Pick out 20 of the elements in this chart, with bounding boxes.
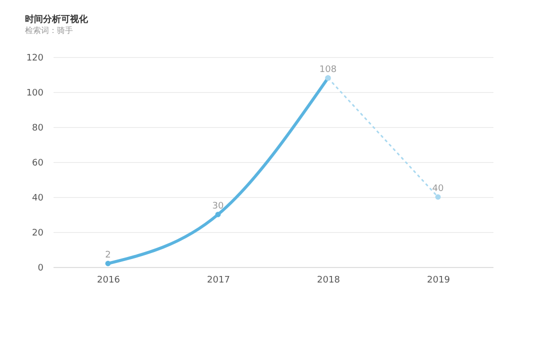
point: [105, 260, 111, 266]
x-tick-label: 2016: [97, 276, 120, 286]
point: [215, 212, 221, 218]
chart-subtitle: 检索词：骑手: [25, 26, 73, 35]
x-tick-label: 2018: [317, 276, 340, 286]
point: [435, 194, 441, 200]
data-label: 40: [432, 184, 444, 194]
data-label: 30: [212, 202, 224, 212]
y-tick-label: 20: [32, 228, 44, 238]
y-tick-label: 100: [26, 88, 44, 98]
y-tick-label: 80: [32, 124, 44, 134]
y-tick-label: 0: [38, 264, 44, 274]
y-tick-label: 120: [26, 54, 44, 64]
y-tick-label: 60: [32, 158, 44, 168]
data-label: 108: [319, 65, 337, 75]
x-tick-label: 2017: [207, 276, 230, 286]
chart-title: 时间分析可视化: [25, 14, 89, 25]
data-label: 2: [105, 250, 111, 260]
x-tick-label: 2019: [427, 276, 450, 286]
y-tick-label: 40: [32, 194, 44, 204]
